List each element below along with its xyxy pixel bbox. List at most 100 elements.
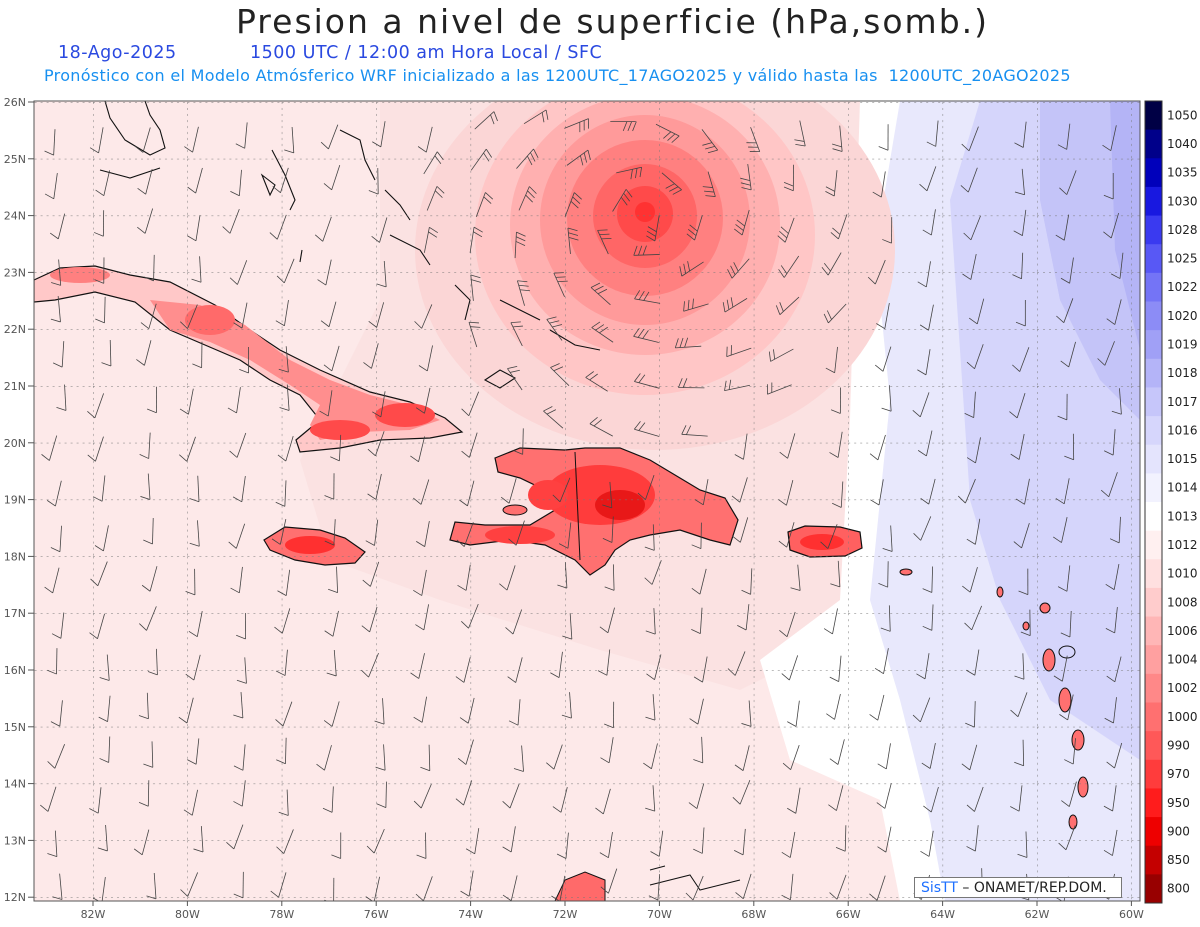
wind-barb bbox=[1021, 522, 1030, 549]
wind-barb-feather bbox=[778, 540, 788, 548]
wind-barb-feather bbox=[583, 152, 588, 163]
wind-barb-feather bbox=[691, 629, 701, 635]
wind-barb bbox=[884, 783, 892, 809]
wind-barb-feather bbox=[468, 321, 479, 324]
wind-barb bbox=[333, 649, 337, 676]
wind-barb bbox=[564, 562, 568, 589]
wind-barb-feather bbox=[510, 321, 521, 324]
wind-barb-feather bbox=[964, 622, 972, 631]
wind-barb-feather bbox=[271, 538, 281, 545]
wind-barb bbox=[702, 656, 708, 683]
wind-barb bbox=[1022, 121, 1027, 148]
wind-barb-feather bbox=[410, 672, 420, 679]
wind-barb-feather bbox=[47, 761, 56, 769]
wind-barb-feather bbox=[830, 583, 840, 588]
wind-barb-feather bbox=[193, 848, 204, 853]
colorbar-swatch bbox=[1145, 301, 1162, 331]
wind-barb-feather bbox=[962, 273, 972, 280]
wind-barb-feather bbox=[634, 290, 641, 300]
wind-barb-feather bbox=[917, 281, 927, 288]
wind-barb-feather bbox=[272, 186, 281, 194]
wind-barb bbox=[278, 872, 287, 898]
colorbar-swatch bbox=[1145, 874, 1162, 904]
wind-barb-feather bbox=[95, 189, 105, 197]
wind-barb-feather bbox=[89, 808, 99, 814]
wind-barb bbox=[144, 340, 152, 366]
wind-barb bbox=[280, 167, 289, 193]
wind-barb-feather bbox=[277, 454, 287, 462]
wind-barb bbox=[522, 428, 524, 455]
colorbar-swatch bbox=[1145, 702, 1162, 732]
wind-barb bbox=[1114, 607, 1118, 633]
wind-barb bbox=[608, 831, 613, 858]
wind-barb-feather bbox=[922, 588, 933, 593]
wind-barb bbox=[1018, 785, 1023, 812]
wind-barb bbox=[101, 877, 106, 901]
wind-barb-feather bbox=[870, 499, 880, 506]
wind-barb bbox=[375, 431, 385, 456]
wind-barb-feather bbox=[428, 231, 438, 238]
wind-barb-feather bbox=[648, 895, 659, 901]
wind-barb-feather bbox=[779, 451, 788, 459]
wind-barb-feather bbox=[1060, 360, 1069, 368]
wind-barb-feather bbox=[138, 801, 149, 807]
wind-barb bbox=[882, 346, 892, 372]
wind-barb bbox=[654, 215, 660, 242]
wind-barb bbox=[146, 606, 157, 631]
wind-barb-feather bbox=[869, 453, 879, 461]
wind-barb bbox=[109, 340, 112, 367]
colorbar-label: 1028 bbox=[1167, 223, 1198, 237]
wind-barb-feather bbox=[1015, 321, 1026, 327]
lon-tick-label: 72W bbox=[553, 908, 578, 921]
wind-barb-feather bbox=[781, 894, 791, 901]
wind-barb-feather bbox=[787, 807, 797, 814]
wind-barb-feather bbox=[434, 155, 442, 164]
wind-barb-feather bbox=[278, 811, 289, 816]
wind-barb-feather bbox=[99, 677, 110, 681]
wind-barb-feather bbox=[376, 283, 387, 288]
wind-barb bbox=[424, 520, 430, 547]
wind-barb bbox=[468, 432, 478, 458]
wind-barb bbox=[468, 870, 474, 897]
wind-barb bbox=[789, 831, 796, 858]
wind-barb bbox=[970, 215, 981, 241]
wind-barb-feather bbox=[316, 763, 325, 771]
wind-barb-feather bbox=[361, 669, 369, 678]
wind-barb bbox=[463, 780, 473, 806]
wind-barb bbox=[420, 479, 430, 505]
wind-barb bbox=[106, 654, 110, 681]
wind-barb bbox=[920, 697, 931, 723]
wind-barb-feather bbox=[1097, 358, 1106, 366]
wind-barb-feather bbox=[87, 454, 96, 462]
wind-barb-feather bbox=[877, 846, 887, 853]
wind-barb bbox=[832, 608, 838, 635]
wind-barb-feather bbox=[90, 578, 99, 587]
wind-barb-feather bbox=[912, 714, 921, 723]
wind-barb-feather bbox=[1106, 318, 1116, 325]
wind-barb bbox=[838, 214, 848, 240]
wind-barb-feather bbox=[665, 183, 675, 189]
wind-barb bbox=[726, 347, 752, 358]
wind-barb-feather bbox=[595, 324, 605, 331]
wind-barb bbox=[383, 744, 386, 771]
wind-barb bbox=[653, 608, 656, 635]
wind-barb-feather bbox=[413, 800, 422, 809]
lat-lon-grid bbox=[34, 101, 1140, 901]
wind-barb bbox=[559, 875, 566, 901]
wind-barb-feather bbox=[136, 359, 145, 366]
colorbar-label: 1002 bbox=[1167, 681, 1198, 695]
wind-barb bbox=[54, 744, 66, 769]
wind-barb bbox=[739, 477, 748, 503]
wind-barb-feather bbox=[589, 373, 598, 381]
wind-barb bbox=[1063, 478, 1070, 504]
wind-barb-feather bbox=[415, 407, 425, 414]
wind-barb-feather bbox=[185, 673, 195, 681]
wind-barb-feather bbox=[546, 409, 557, 415]
wind-barb-feather bbox=[643, 291, 650, 301]
colorbar-label: 1010 bbox=[1167, 567, 1198, 581]
wind-barb-feather bbox=[926, 141, 936, 147]
colorbar-label: 1020 bbox=[1167, 309, 1198, 323]
wind-barb bbox=[928, 830, 934, 857]
wind-barb-feather bbox=[599, 852, 609, 859]
wind-barb bbox=[976, 298, 985, 324]
